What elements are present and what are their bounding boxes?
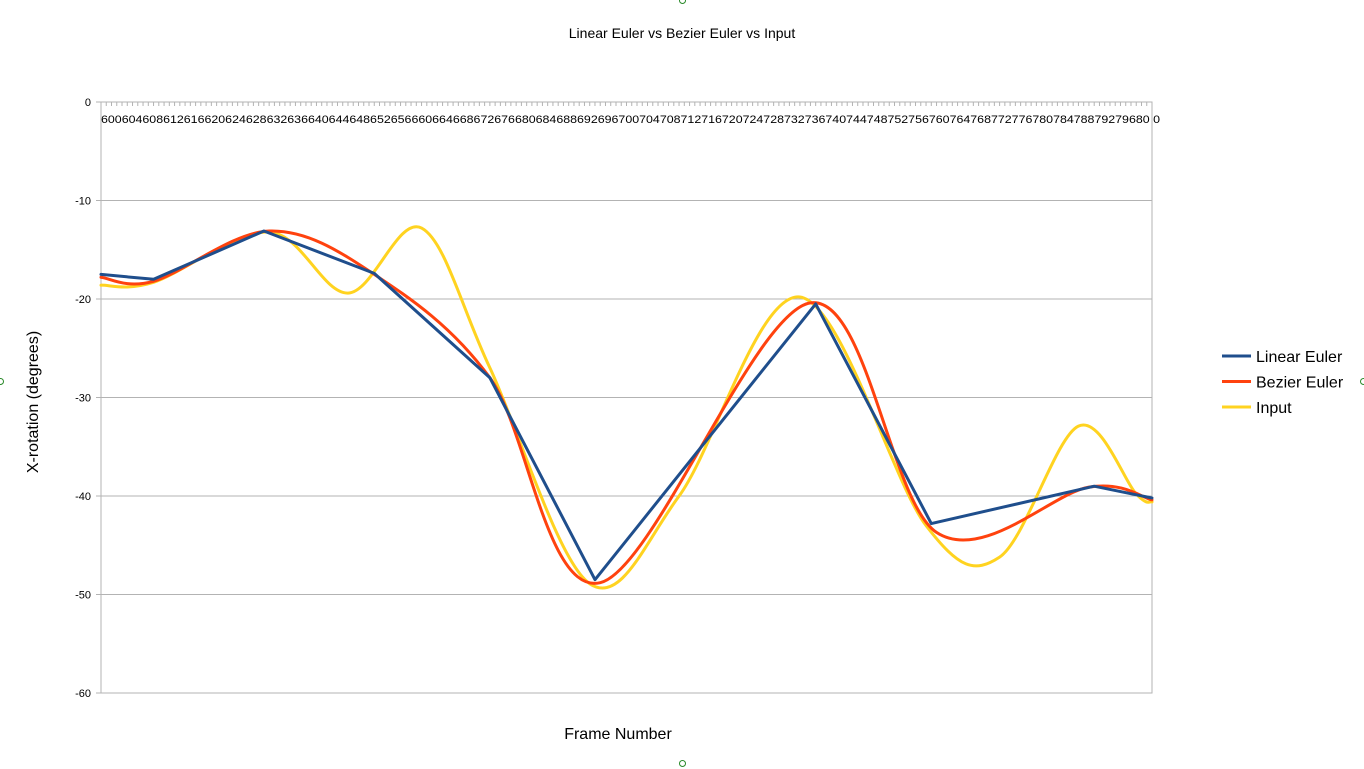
series-line-linear-euler: [99, 229, 1154, 582]
grid-lines: [101, 200, 1152, 595]
series-lines: [99, 225, 1154, 590]
y-tick-label: 0: [85, 97, 91, 109]
selection-handle-left[interactable]: [0, 378, 4, 385]
legend-label: Input: [1256, 400, 1292, 417]
y-tick-label: -40: [75, 491, 91, 503]
y-tick-label: -50: [75, 590, 91, 602]
legend-label: Linear Euler: [1256, 349, 1343, 366]
y-axis-label: X-rotation (degrees): [25, 331, 42, 473]
x-axis-tick-marks: [100, 102, 1153, 106]
series-line-bezier-euler: [99, 229, 1154, 585]
legend-label: Bezier Euler: [1256, 375, 1344, 392]
selection-handle-right[interactable]: [1360, 378, 1364, 385]
selection-handle-top[interactable]: [679, 0, 686, 4]
y-axis: 0 -10 -20 -30 -40 -50 -60: [75, 97, 101, 700]
x-axis-label: Frame Number: [564, 726, 672, 743]
series-line-input: [99, 225, 1154, 590]
chart-title: Linear Euler vs Bezier Euler vs Input: [569, 25, 796, 41]
legend: Linear Euler Bezier Euler Input: [1222, 349, 1344, 417]
x-axis-tick-labels: 6006046086126166206246286326366406446486…: [101, 114, 1160, 126]
y-tick-label: -30: [75, 393, 91, 405]
y-tick-label: -20: [75, 294, 91, 306]
y-tick-label: -60: [75, 688, 91, 700]
y-tick-label: -10: [75, 196, 91, 208]
